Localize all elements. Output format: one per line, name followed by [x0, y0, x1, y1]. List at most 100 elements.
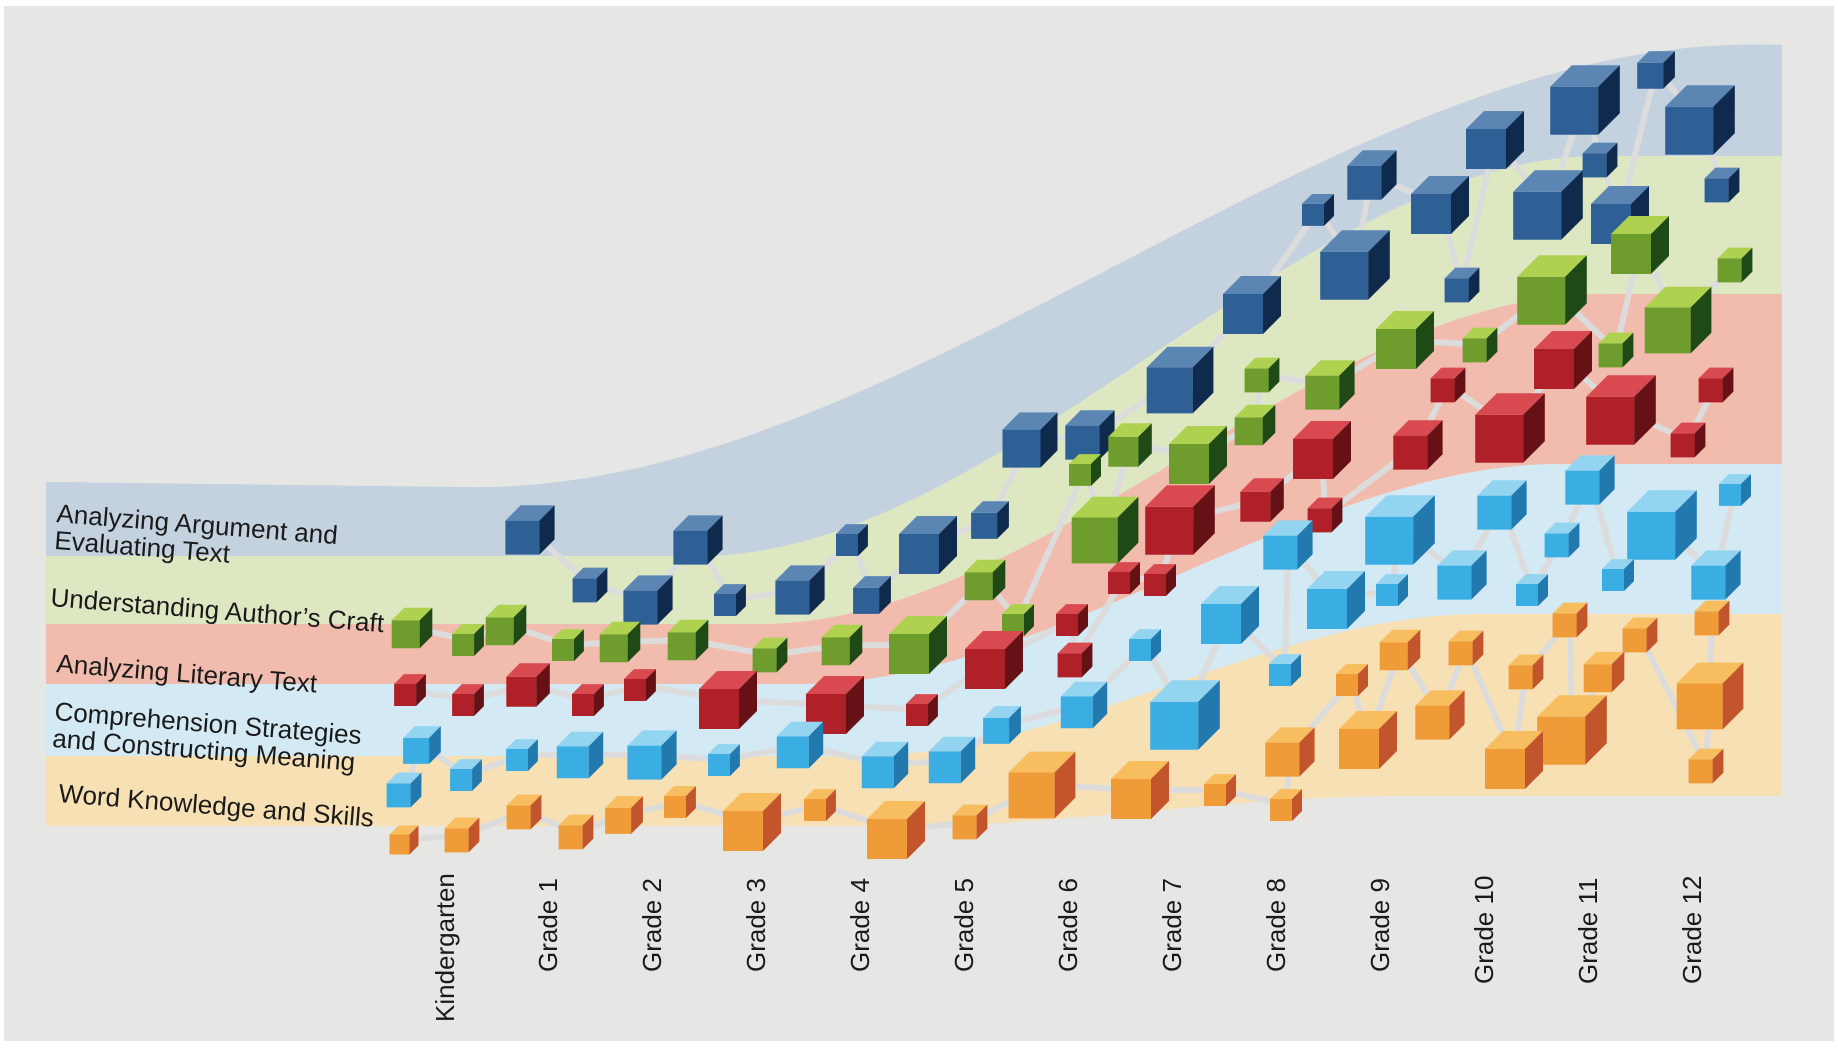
- cube-top-face: [1307, 497, 1343, 509]
- cube-side-face: [1192, 346, 1214, 414]
- cube-front-face: [1665, 106, 1714, 155]
- cube-top-face: [624, 669, 656, 679]
- cube-top-face: [1586, 375, 1656, 397]
- cube-top-face: [1201, 586, 1259, 604]
- cube-craft: [889, 616, 947, 674]
- cube-front-face: [1552, 613, 1577, 638]
- cube-word: [1694, 600, 1730, 636]
- cube-side-face: [1651, 216, 1669, 274]
- cube-word: [1339, 711, 1397, 769]
- cube-literary: [1108, 562, 1140, 594]
- cube-side-face: [1241, 586, 1259, 644]
- cube-side-face: [1407, 629, 1421, 671]
- cube-side-face: [1451, 176, 1469, 234]
- cube-argument: [1444, 267, 1480, 303]
- grade-axis: Kindergarten Grade 1 Grade 2 Grade 3 Gra…: [430, 873, 1707, 1022]
- cube-literary: [1698, 367, 1734, 403]
- cube-top-face: [1379, 629, 1421, 643]
- cube-top-face: [1071, 496, 1139, 518]
- cube-argument: [1065, 410, 1115, 460]
- cube-comprehension: [1544, 522, 1580, 558]
- cube-front-face: [1670, 433, 1695, 458]
- cube-front-face: [889, 634, 929, 674]
- cube-front-face: [1627, 511, 1676, 560]
- cube-side-face: [1024, 604, 1034, 636]
- cube-top-face: [556, 731, 604, 747]
- cube-side-face: [1381, 150, 1397, 200]
- cube-front-face: [1602, 569, 1624, 591]
- cube-argument: [1665, 85, 1735, 155]
- cube-top-face: [389, 825, 419, 835]
- cube-top-face: [1550, 65, 1620, 87]
- cube-side-face: [1054, 751, 1076, 819]
- cube-craft: [1376, 311, 1434, 369]
- cube-front-face: [1676, 683, 1723, 730]
- cube-top-face: [776, 721, 824, 737]
- cube-side-face: [960, 736, 976, 784]
- grade-label-12: Grade 12: [1677, 876, 1707, 984]
- cube-top-face: [1444, 267, 1480, 279]
- cube-side-face: [1368, 230, 1390, 300]
- cube-front-face: [804, 799, 826, 821]
- cube-front-face: [1534, 349, 1574, 389]
- cube-side-face: [879, 576, 891, 614]
- cube-top-face: [1694, 600, 1730, 612]
- cube-comprehension: [1263, 520, 1313, 570]
- cube-literary: [965, 631, 1023, 689]
- cube-side-face: [627, 621, 641, 663]
- cube-front-face: [1583, 664, 1612, 693]
- cube-front-face: [1719, 483, 1741, 506]
- cube-top-face: [821, 624, 863, 638]
- cube-side-face: [530, 794, 542, 830]
- cube-side-face: [1138, 423, 1152, 467]
- cube-front-face: [1263, 535, 1298, 570]
- cube-side-face: [846, 676, 864, 734]
- cube-craft: [752, 637, 788, 673]
- cube-word: [558, 814, 594, 850]
- cube-top-face: [1002, 412, 1058, 430]
- cube-top-face: [1270, 789, 1302, 799]
- cube-top-face: [1146, 346, 1214, 368]
- cube-side-face: [1713, 85, 1735, 155]
- cube-top-face: [1393, 420, 1443, 436]
- cube-side-face: [809, 565, 825, 615]
- cube-top-face: [1145, 485, 1215, 507]
- cube-craft: [599, 621, 641, 663]
- grade-label-11: Grade 11: [1573, 878, 1603, 984]
- cube-front-face: [1204, 784, 1226, 806]
- cube-side-face: [1675, 490, 1697, 560]
- cube-word: [1688, 748, 1724, 784]
- cube-top-face: [775, 565, 825, 581]
- cube-literary: [1670, 422, 1706, 458]
- cube-literary: [1307, 497, 1343, 533]
- cube-front-face: [1598, 343, 1623, 368]
- cube-top-face: [723, 793, 781, 811]
- cube-argument: [1002, 412, 1058, 468]
- cube-side-face: [1262, 404, 1276, 446]
- cube-front-face: [1717, 258, 1742, 283]
- cube-side-face: [1416, 311, 1434, 369]
- grade-label-4: Grade 4: [845, 878, 875, 972]
- cube-top-face: [444, 817, 480, 829]
- cube-front-face: [1462, 338, 1487, 363]
- cube-side-face: [808, 721, 824, 769]
- cube-side-face: [826, 789, 836, 821]
- cube-top-face: [1437, 550, 1487, 566]
- cube-front-face: [1544, 533, 1569, 558]
- cube-front-face: [444, 828, 469, 853]
- cube-front-face: [1704, 178, 1729, 203]
- cube-word: [1448, 630, 1484, 666]
- cube-word: [1622, 617, 1658, 653]
- cube-front-face: [391, 620, 420, 649]
- cube-front-face: [906, 704, 928, 726]
- cube-side-face: [1690, 286, 1712, 354]
- cube-front-face: [599, 634, 628, 663]
- cube-top-face: [1622, 617, 1658, 629]
- cube-side-face: [536, 663, 550, 707]
- cube-comprehension: [1627, 490, 1697, 560]
- cube-side-face: [1454, 367, 1466, 403]
- cube-front-face: [1071, 517, 1118, 564]
- cube-top-face: [1565, 455, 1615, 471]
- cube-side-face: [1263, 276, 1281, 334]
- cube-side-face: [1291, 654, 1301, 686]
